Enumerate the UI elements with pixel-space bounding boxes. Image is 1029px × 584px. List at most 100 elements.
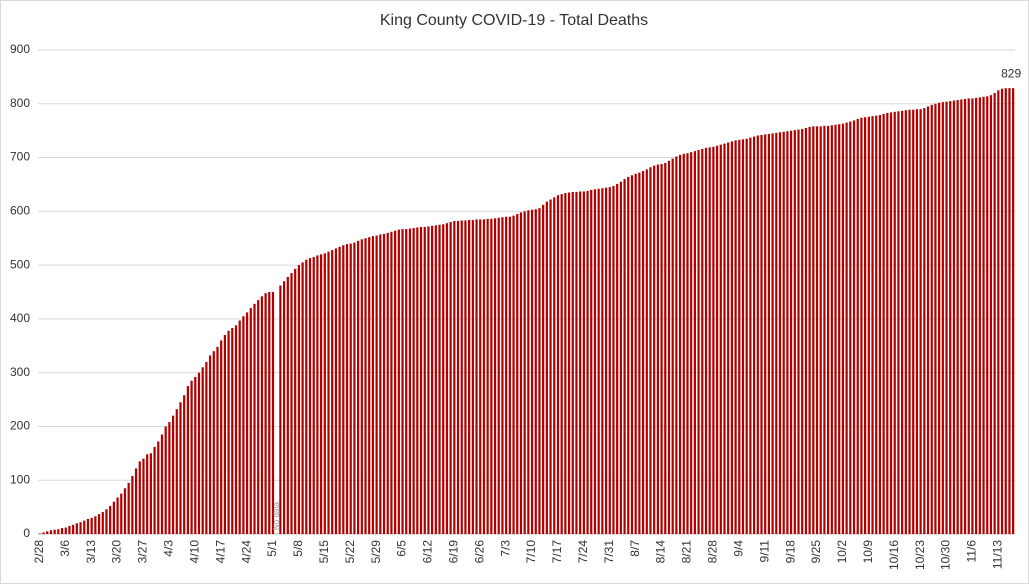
bar xyxy=(708,147,711,535)
bar xyxy=(257,300,260,534)
bar xyxy=(382,233,386,535)
bar xyxy=(660,164,663,534)
bar xyxy=(160,434,164,534)
bar xyxy=(353,242,356,534)
bar xyxy=(301,262,304,534)
bar xyxy=(901,110,904,534)
bar xyxy=(808,126,811,534)
bar xyxy=(371,236,375,534)
x-tick-label: 3/20 xyxy=(110,540,124,564)
bar xyxy=(678,154,682,534)
bar xyxy=(245,312,249,534)
bar xyxy=(782,131,785,534)
bar xyxy=(889,112,893,534)
bar xyxy=(97,514,101,534)
bar xyxy=(864,117,867,534)
x-tick-label: 10/16 xyxy=(887,540,901,570)
x-tick-label: 7/24 xyxy=(576,540,590,564)
bar xyxy=(294,268,297,534)
x-tick-label: 10/9 xyxy=(861,540,875,564)
bar xyxy=(623,179,626,535)
bar xyxy=(575,191,578,534)
bar xyxy=(401,229,404,534)
bar xyxy=(593,189,597,535)
bar xyxy=(386,232,389,534)
bar xyxy=(453,221,456,534)
bar xyxy=(586,190,589,535)
bar xyxy=(960,99,963,534)
x-tick-label: 8/14 xyxy=(654,540,668,564)
bar xyxy=(671,158,674,534)
chart-title: King County COVID-19 - Total Deaths xyxy=(380,12,648,29)
bar xyxy=(323,253,326,534)
bar xyxy=(952,100,956,534)
bar xyxy=(112,501,115,534)
bar xyxy=(194,376,197,534)
bar xyxy=(482,219,486,534)
bar xyxy=(264,293,267,534)
bar xyxy=(408,228,412,534)
bar xyxy=(397,229,400,534)
bar xyxy=(775,132,778,534)
bar xyxy=(556,195,560,534)
bar xyxy=(545,201,548,535)
bar xyxy=(101,511,104,534)
bar xyxy=(886,112,889,535)
y-tick-label: 0 xyxy=(23,526,30,540)
bar xyxy=(468,219,471,534)
bar xyxy=(675,156,678,535)
bar xyxy=(405,229,408,534)
bar xyxy=(505,216,508,534)
bar xyxy=(394,230,397,534)
bar xyxy=(882,113,885,535)
bar xyxy=(738,139,741,534)
bar xyxy=(616,183,619,534)
bar xyxy=(538,208,541,534)
bar xyxy=(142,458,145,534)
bar xyxy=(460,220,463,534)
bar xyxy=(582,191,585,535)
bar xyxy=(223,335,226,534)
bar xyxy=(941,102,944,535)
bar xyxy=(897,111,900,534)
bar xyxy=(949,101,952,534)
bar xyxy=(175,409,178,534)
bar xyxy=(608,187,611,534)
bar xyxy=(745,138,748,534)
bar xyxy=(841,123,845,535)
bar xyxy=(760,134,763,535)
x-tick-label: 8/7 xyxy=(628,540,642,557)
x-tick-label: 4/17 xyxy=(213,540,227,564)
x-tick-label: 7/10 xyxy=(524,540,538,564)
bar xyxy=(527,210,530,534)
bar xyxy=(305,259,308,534)
x-tick-label: 3/13 xyxy=(84,540,98,564)
bar xyxy=(956,100,959,534)
bar xyxy=(338,246,341,534)
bar xyxy=(431,225,434,534)
bar xyxy=(686,153,689,534)
bar xyxy=(308,258,312,534)
bar xyxy=(334,248,338,534)
bar xyxy=(423,226,426,534)
bar xyxy=(786,131,789,534)
x-tick-label: 10/30 xyxy=(939,540,953,570)
bar xyxy=(90,517,93,534)
bar xyxy=(963,98,967,534)
bar xyxy=(205,361,208,534)
bar xyxy=(793,130,796,534)
bar xyxy=(186,386,189,534)
bar xyxy=(564,193,567,534)
bar xyxy=(416,227,419,534)
bar xyxy=(560,194,563,534)
y-tick-label: 500 xyxy=(10,257,30,271)
bar xyxy=(516,214,519,534)
bar xyxy=(238,320,241,534)
x-tick-label: 6/26 xyxy=(472,540,486,564)
bar xyxy=(767,133,771,535)
x-tick-label: 5/29 xyxy=(369,540,383,564)
bar xyxy=(42,532,45,534)
x-tick-label: 4/10 xyxy=(187,540,201,564)
bar xyxy=(72,524,75,534)
bar xyxy=(1008,88,1011,534)
